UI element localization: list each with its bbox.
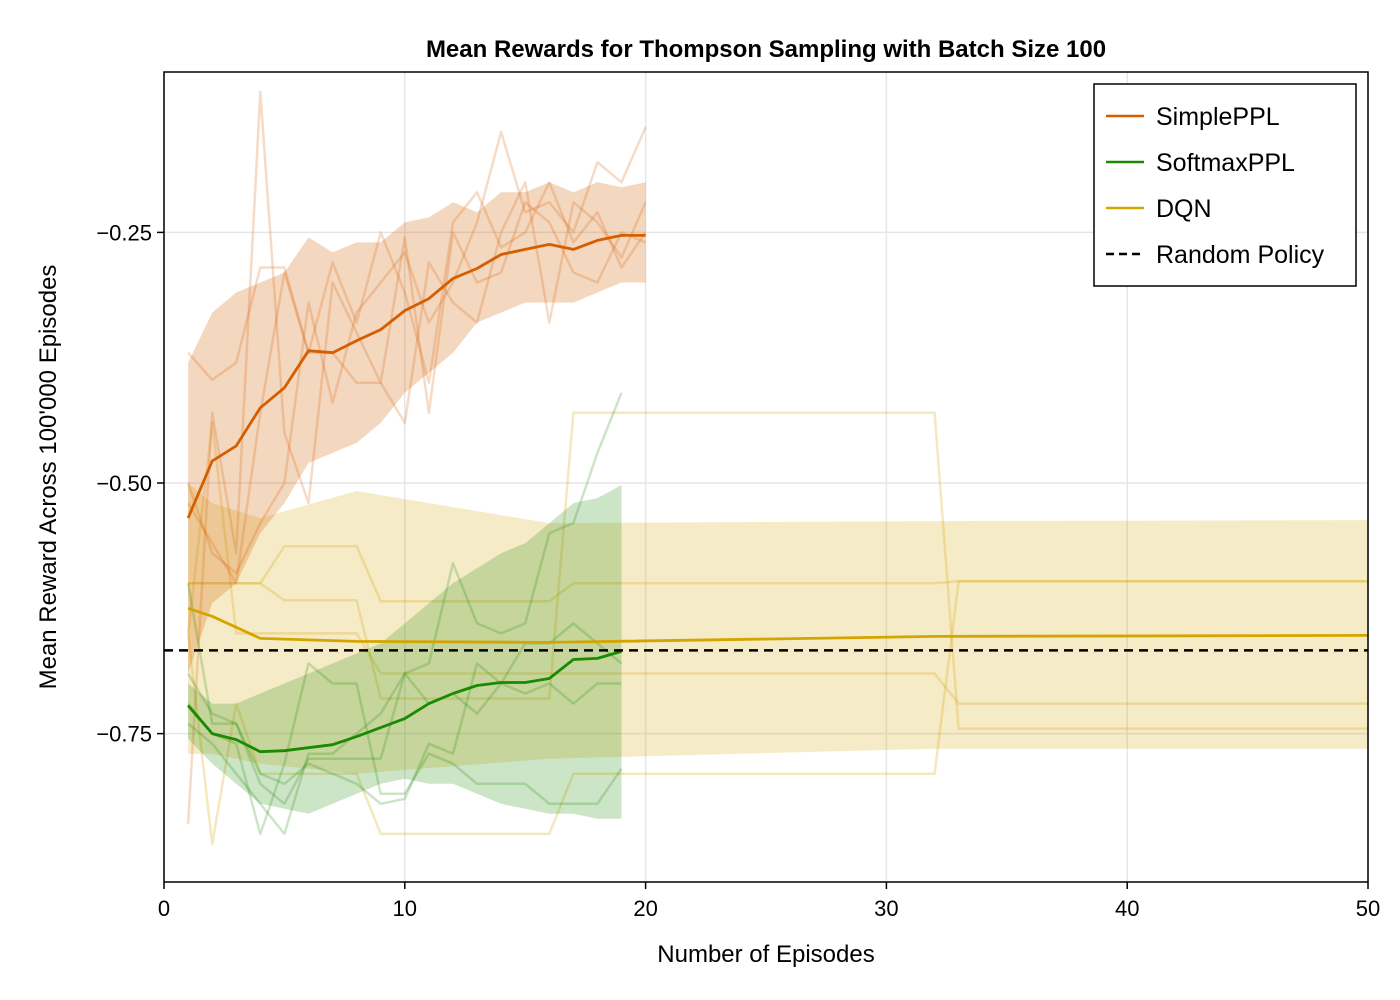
run-line-simpleppl xyxy=(187,181,647,385)
run-line-dqn xyxy=(188,544,1368,603)
run-line-dqn xyxy=(186,580,1368,846)
legend-label: SoftmaxPPL xyxy=(1156,149,1295,177)
band-dqn xyxy=(188,483,1369,774)
run-line-simpleppl xyxy=(187,181,647,585)
band-simpleppl xyxy=(188,182,646,674)
x-axis-label: Number of Episodes xyxy=(657,941,874,968)
y-tick-label: −0.25 xyxy=(96,220,152,245)
run-line-softmaxppl xyxy=(187,662,623,836)
x-tick-label: 10 xyxy=(393,896,417,921)
band-softmaxppl xyxy=(188,485,622,819)
run-line-dqn xyxy=(186,421,1368,705)
x-tick-label: 40 xyxy=(1115,896,1139,921)
run-line-softmaxppl xyxy=(187,392,623,806)
y-tick-label: −0.75 xyxy=(96,722,152,747)
mean-line-dqn xyxy=(187,606,1369,644)
mean-line-softmaxppl xyxy=(187,650,622,754)
x-tick-label: 20 xyxy=(633,896,657,921)
legend: SimplePPL SoftmaxPPL DQN Random Policy xyxy=(1093,83,1357,287)
run-line-dqn xyxy=(188,411,1368,730)
legend-label: Random Policy xyxy=(1156,241,1325,269)
x-tick-label: 50 xyxy=(1356,896,1380,921)
y-tick-label: −0.50 xyxy=(96,471,152,496)
mean-line-simpleppl xyxy=(186,233,646,519)
x-tick-label: 30 xyxy=(874,896,898,921)
legend-label: SimplePPL xyxy=(1156,103,1280,131)
x-tick-label: 0 xyxy=(158,896,170,921)
run-line-softmaxppl xyxy=(187,672,622,836)
legend-box xyxy=(1093,83,1357,287)
y-axis-label: Mean Reward Across 100'000 Episodes xyxy=(35,265,62,690)
legend-label: DQN xyxy=(1156,195,1212,223)
chart-title: Mean Rewards for Thompson Sampling with … xyxy=(426,36,1106,63)
axis-ticks: 0 10 20 30 40 50 −0.75 −0.50 −0.25 xyxy=(96,220,1380,921)
run-line-simpleppl xyxy=(186,126,647,575)
plot-area xyxy=(164,90,1369,846)
plot-frame xyxy=(163,71,1369,883)
run-line-simpleppl xyxy=(186,90,647,824)
